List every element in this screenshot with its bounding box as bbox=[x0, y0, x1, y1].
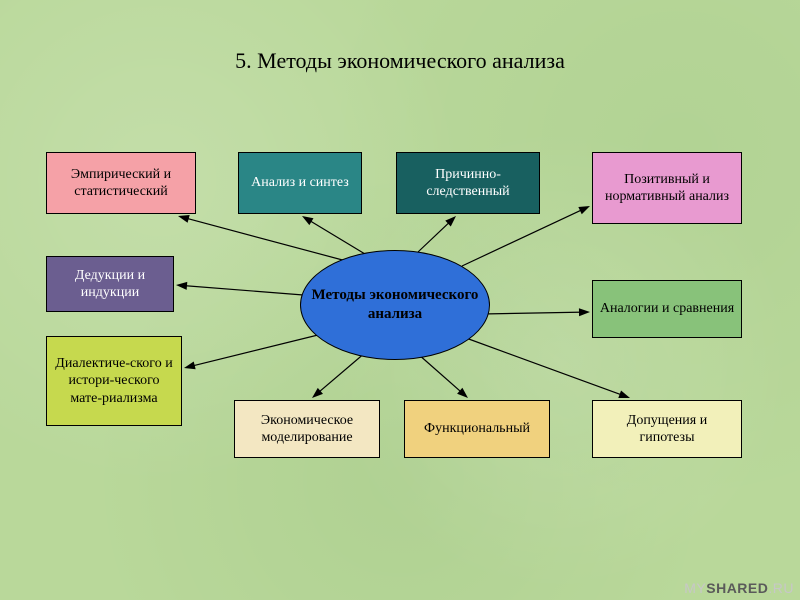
center-label: Методы экономического анализа bbox=[309, 286, 481, 325]
method-box-dialectic: Диалектиче-ского и истори-ческого мате-р… bbox=[46, 336, 182, 426]
center-node: Методы экономического анализа bbox=[300, 250, 490, 360]
method-box-label: Позитивный и нормативный анализ bbox=[599, 171, 735, 206]
method-box-label: Дедукции и индукции bbox=[53, 267, 167, 302]
page-title: 5. Методы экономического анализа bbox=[0, 48, 800, 74]
method-box-causal: Причинно-следственный bbox=[396, 152, 540, 214]
method-box-functional: Функциональный bbox=[404, 400, 550, 458]
method-box-label: Анализ и синтез bbox=[251, 174, 349, 192]
method-box-analysis: Анализ и синтез bbox=[238, 152, 362, 214]
method-box-modeling: Экономическое моделирование bbox=[234, 400, 380, 458]
method-box-deduction: Дедукции и индукции bbox=[46, 256, 174, 312]
watermark-muted: MY bbox=[684, 580, 706, 596]
method-box-positive: Позитивный и нормативный анализ bbox=[592, 152, 742, 224]
watermark-strong: SHARED bbox=[706, 580, 768, 596]
method-box-assumption: Допущения и гипотезы bbox=[592, 400, 742, 458]
method-box-analogy: Аналогии и сравнения bbox=[592, 280, 742, 338]
method-box-label: Аналогии и сравнения bbox=[600, 300, 734, 318]
method-box-label: Допущения и гипотезы bbox=[599, 412, 735, 447]
method-box-label: Функциональный bbox=[424, 420, 530, 438]
method-box-label: Эмпирический и статистический bbox=[53, 166, 189, 201]
method-box-label: Экономическое моделирование bbox=[241, 412, 373, 447]
method-box-label: Диалектиче-ского и истори-ческого мате-р… bbox=[53, 355, 175, 408]
watermark-suffix: .RU bbox=[768, 580, 794, 596]
method-box-empirical: Эмпирический и статистический bbox=[46, 152, 196, 214]
method-box-label: Причинно-следственный bbox=[403, 166, 533, 201]
watermark: MYSHARED.RU bbox=[684, 580, 794, 596]
